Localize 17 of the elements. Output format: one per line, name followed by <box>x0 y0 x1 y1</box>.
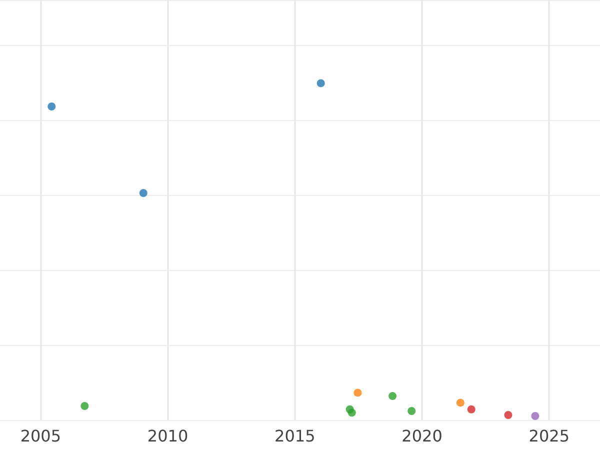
point <box>80 402 89 410</box>
point <box>48 102 56 110</box>
point <box>316 79 325 88</box>
point <box>139 189 148 198</box>
x-tick-label: 2025 <box>528 426 570 446</box>
point <box>467 405 476 414</box>
x-tick-label: 2015 <box>274 426 316 446</box>
point <box>388 392 397 400</box>
x-tick-label: 2010 <box>147 426 188 446</box>
point <box>504 411 512 420</box>
point <box>354 388 362 397</box>
point <box>456 398 464 407</box>
point <box>531 412 540 420</box>
point <box>408 407 416 416</box>
point <box>348 408 356 417</box>
x-tick-label: 2020 <box>402 426 442 446</box>
x-tick-label: 2005 <box>20 426 62 446</box>
